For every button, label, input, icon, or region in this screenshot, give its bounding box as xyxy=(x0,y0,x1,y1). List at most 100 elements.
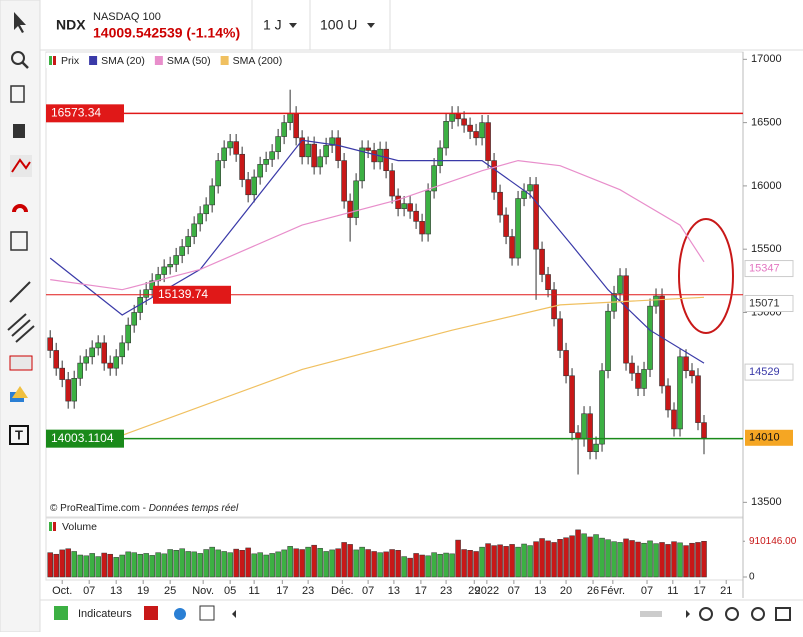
volume-bar xyxy=(503,546,509,578)
candle-body xyxy=(263,159,269,165)
candle-body xyxy=(287,113,293,123)
x-tick-label: 26 xyxy=(587,585,599,597)
units-select[interactable]: 100 U xyxy=(320,17,357,33)
zoom-tool[interactable] xyxy=(11,51,25,65)
list-tool[interactable] xyxy=(10,231,28,251)
volume-tick-label: 0 xyxy=(749,572,755,583)
candle-body xyxy=(509,236,515,259)
volume-bar xyxy=(365,549,371,578)
x-tick-label: 23 xyxy=(302,585,314,597)
share-button[interactable] xyxy=(174,608,186,620)
volume-bar xyxy=(581,533,587,578)
zoom-reset[interactable] xyxy=(725,607,739,621)
candle-body xyxy=(221,147,227,161)
legend-label: Prix xyxy=(61,55,80,67)
candle-body xyxy=(323,145,329,158)
volume-bar xyxy=(377,552,383,578)
copy-tool[interactable] xyxy=(10,85,25,103)
scroll-right[interactable] xyxy=(686,610,690,618)
magnet-tool[interactable] xyxy=(12,204,28,212)
candle-body xyxy=(329,137,335,146)
indicators-button[interactable]: Indicateurs xyxy=(78,608,132,620)
x-tick-label: 05 xyxy=(224,585,236,597)
volume-bar xyxy=(119,554,125,578)
candle-body xyxy=(677,356,683,430)
candle-body xyxy=(89,347,95,358)
volume-bar xyxy=(515,546,521,578)
candle-body xyxy=(353,180,359,218)
zoom-in[interactable] xyxy=(751,607,765,621)
volume-bar xyxy=(149,555,155,578)
x-tick-label: 20 xyxy=(560,585,572,597)
volume-bar xyxy=(131,552,137,578)
volume-bar xyxy=(245,547,251,578)
volume-bar xyxy=(653,543,659,578)
volume-bar xyxy=(281,549,287,578)
legend-label: SMA (50) xyxy=(167,55,211,67)
indicators-icon xyxy=(54,606,68,620)
legend-swatch xyxy=(154,56,163,65)
candle-body xyxy=(449,113,455,122)
volume-marker-bg xyxy=(745,534,803,549)
candle-body xyxy=(593,443,599,453)
volume-bar xyxy=(443,552,449,578)
interval-select[interactable]: 1 J xyxy=(263,17,282,33)
x-tick-label: Nov. xyxy=(192,585,214,597)
candle-body xyxy=(239,153,245,180)
level-label: 15139.74 xyxy=(158,287,208,301)
instrument-name: NASDAQ 100 xyxy=(93,11,161,23)
candle-body xyxy=(557,318,563,351)
volume-bar xyxy=(77,554,83,578)
candle-body xyxy=(185,236,191,247)
volume-bar xyxy=(71,551,77,578)
volume-bar xyxy=(275,551,281,578)
volume-bar xyxy=(623,538,629,578)
volume-bar xyxy=(407,557,413,578)
candle-body xyxy=(599,370,605,445)
x-tick-label: Oct. xyxy=(52,585,72,597)
legend-swatch xyxy=(49,56,52,65)
scrollbar[interactable] xyxy=(640,611,662,617)
candle-body xyxy=(47,337,53,351)
cursor-tool[interactable] xyxy=(14,12,26,33)
axis-marker: 15347 xyxy=(749,262,780,274)
volume-bar xyxy=(239,550,245,578)
candle-body xyxy=(143,289,149,298)
fibonacci-tool[interactable] xyxy=(9,355,33,371)
candle-body xyxy=(71,377,77,402)
delete-tool[interactable] xyxy=(13,124,25,138)
volume-bar xyxy=(269,553,275,578)
scroll-left[interactable] xyxy=(232,610,236,618)
text-tool[interactable] xyxy=(9,425,29,445)
candle-body xyxy=(359,147,365,182)
volume-bar xyxy=(521,543,527,578)
line-tool[interactable] xyxy=(9,281,31,303)
volume-bar xyxy=(233,548,239,578)
volume-bar xyxy=(413,553,419,578)
volume-bar xyxy=(107,553,113,578)
volume-bar xyxy=(299,549,305,578)
volume-bar xyxy=(101,552,107,578)
candle-body xyxy=(437,147,443,166)
volume-bar xyxy=(125,551,131,578)
pattern-tool[interactable] xyxy=(10,155,32,177)
settings-button[interactable] xyxy=(199,605,215,621)
compare-button[interactable] xyxy=(144,606,158,620)
candle-body xyxy=(95,342,101,349)
x-tick-label: 11 xyxy=(667,585,678,597)
volume-bar xyxy=(95,556,101,578)
volume-bar xyxy=(611,541,617,578)
volume-bar xyxy=(401,556,407,578)
candle-body xyxy=(215,160,221,187)
x-tick-label: 29 xyxy=(468,585,480,597)
fullscreen[interactable] xyxy=(775,607,791,621)
channel-tool[interactable] xyxy=(7,313,35,343)
candle-body xyxy=(443,121,449,149)
volume-bar xyxy=(317,548,323,578)
volume-bar xyxy=(263,554,269,578)
volume-bar xyxy=(329,549,335,578)
volume-bar xyxy=(449,553,455,578)
candle-body xyxy=(527,184,533,192)
zoom-out[interactable] xyxy=(699,607,713,621)
